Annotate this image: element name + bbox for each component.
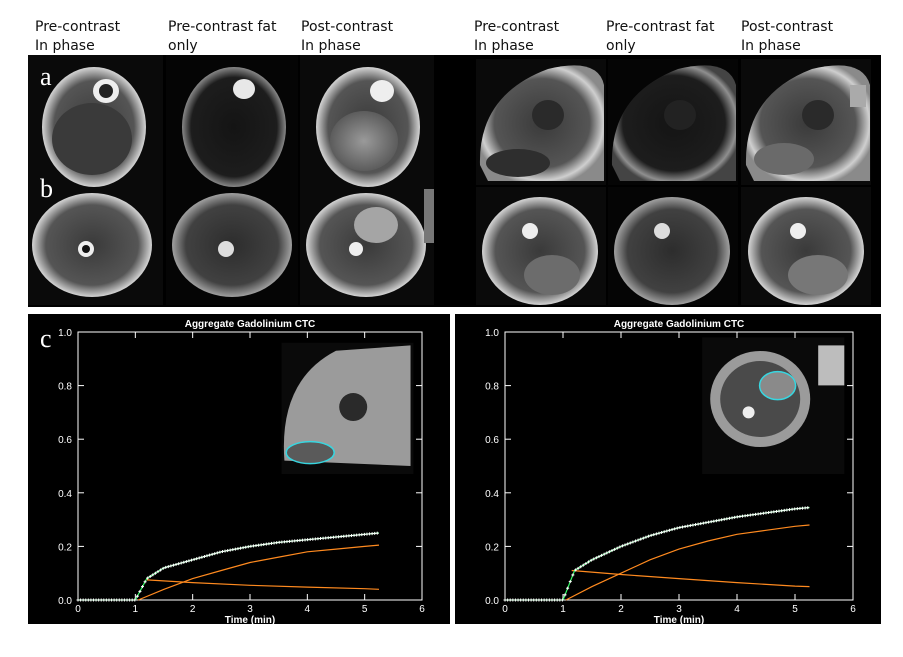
x-tick-label: 1	[133, 604, 139, 615]
roi-outline	[758, 370, 797, 401]
fit-component-line	[146, 579, 380, 590]
mri-b5	[608, 187, 738, 305]
column-label-6: Post-contrast In phase	[741, 19, 834, 54]
column-label-2: Pre-contrast fat only	[168, 19, 277, 54]
ctc-chart-right: 0 1 2 3 4 5 6 0.0 0.2 0.4 0.6 0.8 1.0 Aggregate Gadol…	[455, 314, 881, 624]
y-tick-label: 0.8	[58, 382, 72, 393]
y-tick-label: 1.0	[58, 328, 72, 339]
fit-component-line	[571, 569, 810, 588]
y-tick-label: 1.0	[485, 328, 499, 339]
column-label-5: Pre-contrast fat only	[606, 19, 715, 54]
ctc-chart-left: 0 1 2 3 4 5 6 0.0 0.2 0.4 0.6 0.8 1.0 Aggregate Gadol…	[28, 314, 450, 624]
mri-b1	[28, 187, 163, 305]
y-tick-label: 0.6	[58, 435, 72, 446]
x-tick-label: 2	[618, 604, 624, 615]
x-tick-label: 6	[850, 604, 856, 615]
roi-inset-image	[702, 337, 845, 475]
y-tick-label: 0.4	[485, 489, 499, 500]
y-tick-label: 0.6	[485, 435, 499, 446]
x-tick-label: 5	[792, 604, 798, 615]
fit-component-line	[137, 544, 380, 601]
y-tick-label: 0.0	[485, 596, 499, 607]
y-tick-label: 0.8	[485, 382, 499, 393]
y-tick-label: 0.4	[58, 489, 72, 500]
mri-b4	[476, 187, 606, 305]
row-label-a: a	[40, 62, 52, 91]
x-axis-label: Time (min)	[225, 615, 275, 624]
y-tick-label: 0.2	[58, 542, 72, 553]
mri-a4	[476, 59, 606, 185]
x-tick-label: 4	[734, 604, 740, 615]
mri-b2	[166, 187, 298, 305]
x-tick-label: 4	[305, 604, 311, 615]
x-tick-label: 0	[75, 604, 81, 615]
x-tick-label: 1	[560, 604, 566, 615]
x-tick-label: 3	[247, 604, 253, 615]
mri-b6	[741, 187, 871, 305]
column-label-4: Pre-contrast In phase	[474, 19, 560, 54]
roi-inset-image	[281, 342, 414, 475]
mri-a5	[608, 59, 738, 185]
y-tick-label: 0.2	[485, 542, 499, 553]
row-label-c: c	[40, 324, 52, 353]
mri-a6	[741, 59, 871, 185]
column-label-3: Post-contrast In phase	[301, 19, 394, 54]
mri-a1	[28, 55, 163, 187]
x-tick-label: 6	[419, 604, 425, 615]
x-axis-label: Time (min)	[654, 615, 704, 624]
mri-a3	[300, 55, 434, 187]
x-tick-label: 3	[676, 604, 682, 615]
mri-grid	[28, 55, 871, 305]
mri-b3	[300, 187, 434, 305]
fit-component-line	[565, 524, 810, 601]
x-tick-label: 0	[502, 604, 508, 615]
x-tick-label: 5	[362, 604, 368, 615]
column-label-1: Pre-contrast In phase	[35, 19, 121, 54]
row-label-b: b	[40, 174, 53, 203]
chart-title: Aggregate Gadolinium CTC	[185, 319, 316, 330]
chart-title: Aggregate Gadolinium CTC	[614, 319, 745, 330]
y-tick-label: 0.0	[58, 596, 72, 607]
x-tick-label: 2	[190, 604, 196, 615]
mri-a2	[166, 55, 298, 187]
roi-outline	[285, 440, 335, 465]
